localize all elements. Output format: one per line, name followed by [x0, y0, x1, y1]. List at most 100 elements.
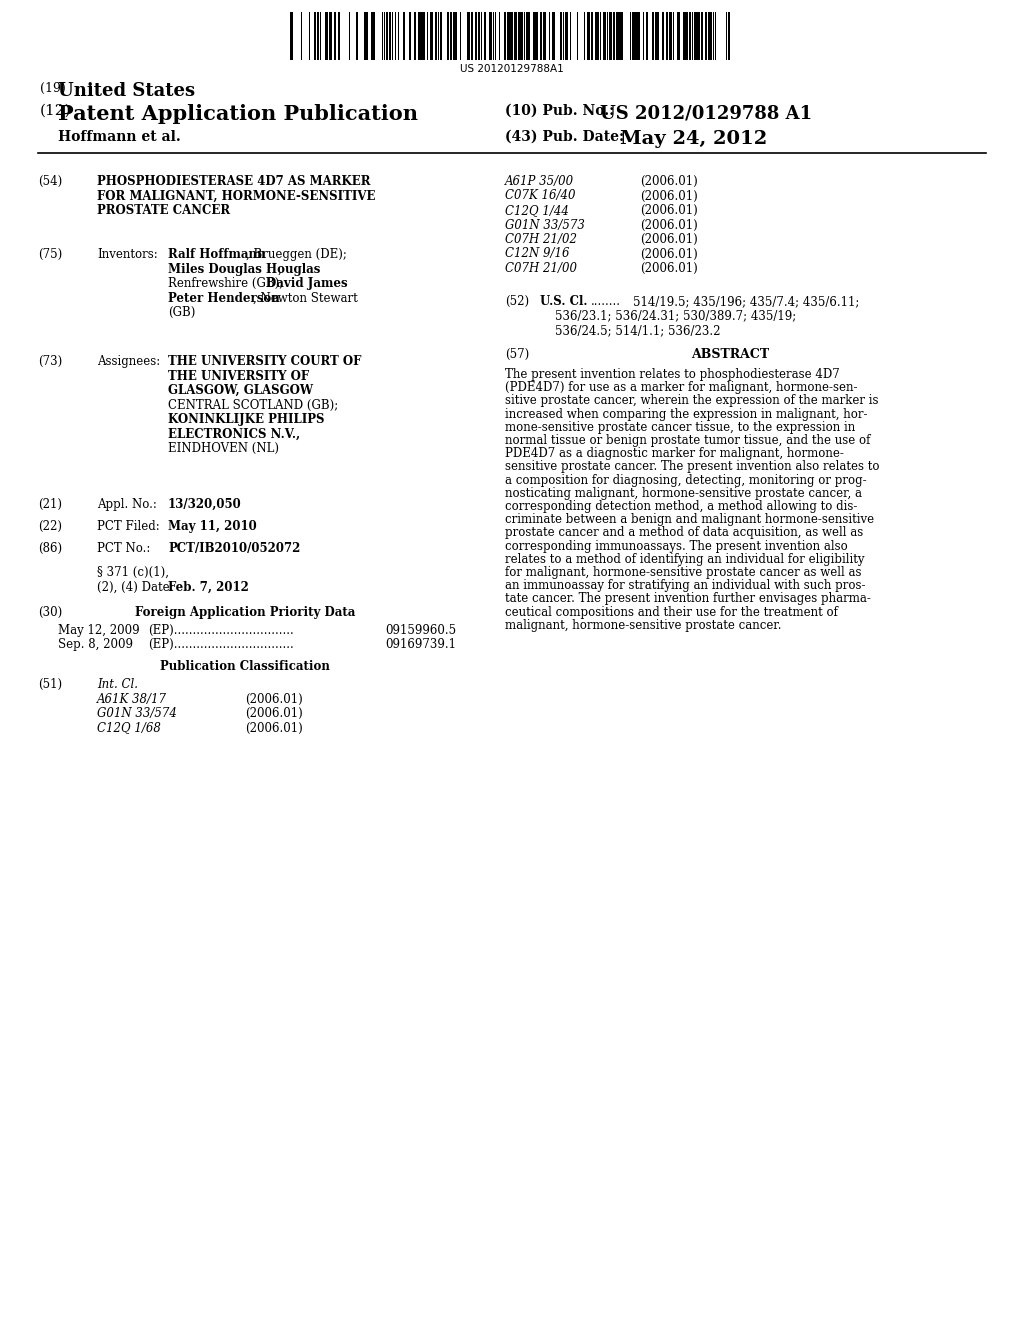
Bar — [646, 12, 648, 59]
Bar — [652, 12, 654, 59]
Text: Ralf Hoffmann: Ralf Hoffmann — [168, 248, 265, 261]
Text: (EP): (EP) — [148, 638, 174, 651]
Text: (2006.01): (2006.01) — [640, 176, 697, 187]
Text: tate cancer. The present invention further envisages pharma-: tate cancer. The present invention furth… — [505, 593, 870, 606]
Bar — [478, 12, 480, 59]
Bar — [609, 12, 612, 59]
Text: Feb. 7, 2012: Feb. 7, 2012 — [168, 581, 249, 594]
Text: (19): (19) — [40, 82, 66, 95]
Text: Hoffmann et al.: Hoffmann et al. — [58, 129, 181, 144]
Bar — [689, 12, 691, 59]
Text: US 2012/0129788 A1: US 2012/0129788 A1 — [600, 104, 812, 121]
Text: Patent Application Publication: Patent Application Publication — [58, 104, 418, 124]
Text: increased when comparing the expression in malignant, hor-: increased when comparing the expression … — [505, 408, 867, 421]
Bar — [364, 12, 366, 59]
Text: ELECTRONICS N.V.,: ELECTRONICS N.V., — [168, 428, 300, 441]
Text: an immunoassay for stratifying an individual with such pros-: an immunoassay for stratifying an indivi… — [505, 579, 865, 593]
Text: C12Q 1/44: C12Q 1/44 — [505, 205, 569, 216]
Text: § 371 (c)(1),: § 371 (c)(1), — [97, 566, 169, 579]
Text: ,: , — [278, 263, 282, 276]
Text: May 24, 2012: May 24, 2012 — [620, 129, 767, 148]
Bar — [698, 12, 700, 59]
Bar — [616, 12, 618, 59]
Bar — [475, 12, 477, 59]
Text: Inventors:: Inventors: — [97, 248, 158, 261]
Text: 13/320,050: 13/320,050 — [168, 498, 242, 511]
Text: C12N 9/16: C12N 9/16 — [505, 248, 569, 260]
Text: 536/23.1; 536/24.31; 530/389.7; 435/19;: 536/23.1; 536/24.31; 530/389.7; 435/19; — [555, 309, 797, 322]
Bar — [540, 12, 542, 59]
Text: G01N 33/573: G01N 33/573 — [505, 219, 585, 231]
Text: United States: United States — [58, 82, 196, 100]
Bar — [519, 12, 521, 59]
Text: , Brueggen (DE);: , Brueggen (DE); — [246, 248, 347, 261]
Bar — [329, 12, 331, 59]
Text: C07H 21/02: C07H 21/02 — [505, 234, 577, 246]
Text: C12Q 1/68: C12Q 1/68 — [97, 722, 161, 734]
Text: EINDHOVEN (NL): EINDHOVEN (NL) — [168, 442, 279, 455]
Text: PCT/IB2010/052072: PCT/IB2010/052072 — [168, 543, 300, 554]
Bar — [535, 12, 537, 59]
Bar — [587, 12, 589, 59]
Text: (PDE4D7) for use as a marker for malignant, hormone-sen-: (PDE4D7) for use as a marker for maligna… — [505, 381, 857, 395]
Bar — [325, 12, 327, 59]
Bar — [684, 12, 686, 59]
Bar — [552, 12, 555, 59]
Text: 536/24.5; 514/1.1; 536/23.2: 536/24.5; 514/1.1; 536/23.2 — [555, 323, 721, 337]
Text: GLASGOW, GLASGOW: GLASGOW, GLASGOW — [168, 384, 313, 397]
Text: (2006.01): (2006.01) — [640, 219, 697, 231]
Text: C07H 21/00: C07H 21/00 — [505, 261, 577, 275]
Text: prostate cancer and a method of data acquisition, as well as: prostate cancer and a method of data acq… — [505, 527, 863, 540]
Bar — [655, 12, 657, 59]
Text: 514/19.5; 435/196; 435/7.4; 435/6.11;: 514/19.5; 435/196; 435/7.4; 435/6.11; — [633, 294, 859, 308]
Text: G01N 33/574: G01N 33/574 — [97, 708, 177, 719]
Text: (54): (54) — [38, 176, 62, 187]
Bar — [678, 12, 680, 59]
Text: 09159960.5: 09159960.5 — [385, 624, 456, 638]
Text: A61K 38/17: A61K 38/17 — [97, 693, 167, 705]
Bar — [637, 12, 640, 59]
Text: May 12, 2009: May 12, 2009 — [58, 624, 139, 638]
Text: mone-sensitive prostate cancer tissue, to the expression in: mone-sensitive prostate cancer tissue, t… — [505, 421, 855, 434]
Text: nosticating malignant, hormone-sensitive prostate cancer, a: nosticating malignant, hormone-sensitive… — [505, 487, 862, 500]
Bar — [669, 12, 671, 59]
Text: (21): (21) — [38, 498, 62, 511]
Text: (10) Pub. No.:: (10) Pub. No.: — [505, 104, 614, 117]
Bar — [596, 12, 598, 59]
Text: PDE4D7 as a diagnostic marker for malignant, hormone-: PDE4D7 as a diagnostic marker for malign… — [505, 447, 844, 461]
Bar — [565, 12, 567, 59]
Text: (2006.01): (2006.01) — [640, 248, 697, 260]
Text: ABSTRACT: ABSTRACT — [691, 348, 769, 360]
Text: (51): (51) — [38, 678, 62, 690]
Bar — [418, 12, 421, 59]
Bar — [618, 12, 621, 59]
Text: The present invention relates to phosphodiesterase 4D7: The present invention relates to phospho… — [505, 368, 840, 381]
Text: (2006.01): (2006.01) — [245, 722, 303, 734]
Text: (30): (30) — [38, 606, 62, 619]
Text: ........: ........ — [591, 294, 621, 308]
Text: (2006.01): (2006.01) — [640, 205, 697, 216]
Text: A61P 35/00: A61P 35/00 — [505, 176, 574, 187]
Bar — [507, 12, 509, 59]
Text: KONINKLIJKE PHILIPS: KONINKLIJKE PHILIPS — [168, 413, 325, 426]
Text: (86): (86) — [38, 543, 62, 554]
Bar — [489, 12, 490, 59]
Text: a composition for diagnosing, detecting, monitoring or prog-: a composition for diagnosing, detecting,… — [505, 474, 866, 487]
Text: malignant, hormone-sensitive prostate cancer.: malignant, hormone-sensitive prostate ca… — [505, 619, 781, 632]
Bar — [560, 12, 562, 59]
Text: (75): (75) — [38, 248, 62, 261]
Text: criminate between a benign and malignant hormone-sensitive: criminate between a benign and malignant… — [505, 513, 874, 527]
Text: (57): (57) — [505, 348, 529, 360]
Text: Appl. No.:: Appl. No.: — [97, 498, 157, 511]
Text: FOR MALIGNANT, HORMONE-SENSITIVE: FOR MALIGNANT, HORMONE-SENSITIVE — [97, 190, 376, 202]
Bar — [657, 12, 659, 59]
Text: Peter Henderson: Peter Henderson — [168, 292, 280, 305]
Bar — [422, 12, 425, 59]
Text: Assignees:: Assignees: — [97, 355, 160, 368]
Text: Publication Classification: Publication Classification — [160, 660, 330, 673]
Bar — [484, 12, 486, 59]
Bar — [504, 12, 506, 59]
Bar — [591, 12, 593, 59]
Bar — [440, 12, 442, 59]
Bar — [728, 12, 730, 59]
